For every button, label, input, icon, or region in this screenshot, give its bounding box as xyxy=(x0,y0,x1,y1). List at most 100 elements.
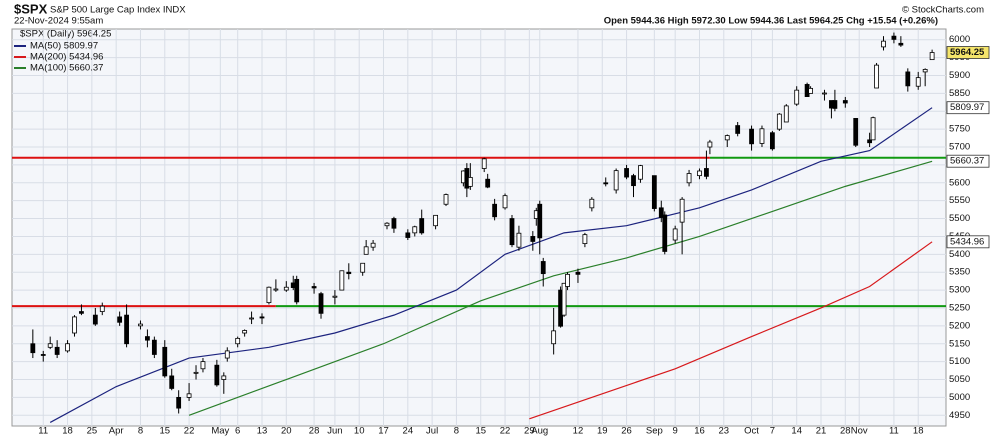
x-tick-label: Nov xyxy=(851,426,868,437)
candle-body xyxy=(735,125,741,134)
legend-label: MA(50) 5809.97 xyxy=(30,41,98,52)
candle-body xyxy=(283,286,289,291)
legend-price: $SPX (Daily) 5964.25 xyxy=(20,29,111,40)
candle-body xyxy=(145,336,150,341)
candle-body xyxy=(874,64,879,89)
candle-body xyxy=(332,295,338,298)
value-tag xyxy=(946,235,990,249)
x-tick-label: 16 xyxy=(694,426,705,437)
moving-average xyxy=(188,160,933,416)
y-tick-label: 5350 xyxy=(949,267,970,278)
x-tick-label: Apr xyxy=(109,426,124,437)
candle-body xyxy=(794,89,800,105)
candle-body xyxy=(905,71,911,87)
candle-body xyxy=(405,232,411,238)
x-tick-label: 24 xyxy=(403,426,414,437)
candle-body xyxy=(662,214,668,252)
y-tick-label: 6000 xyxy=(949,34,970,45)
candle-body xyxy=(481,158,487,169)
candle-body xyxy=(99,305,105,312)
candle-body xyxy=(537,203,543,239)
y-tick-label: 5750 xyxy=(949,124,970,135)
candle-body xyxy=(294,278,300,303)
value-tag-label: 5434.96 xyxy=(950,236,984,247)
candle-body xyxy=(651,175,657,209)
candle-body xyxy=(624,168,629,178)
quote: Open 5944.36 High 5972.30 Low 5944.36 La… xyxy=(604,16,938,27)
x-tick-label: 29 xyxy=(524,426,535,437)
subtitle: S&P 500 Large Cap Index INDX xyxy=(50,5,186,16)
candle-body xyxy=(30,343,36,354)
y-tick-label: 5400 xyxy=(949,249,970,260)
x-tick-label: 19 xyxy=(597,426,608,437)
candle-body xyxy=(603,182,609,185)
candle-body xyxy=(516,232,522,248)
y-tick-label: 5700 xyxy=(949,142,970,153)
candle-body xyxy=(273,288,279,291)
candle-body xyxy=(638,165,643,180)
x-tick-label: 25 xyxy=(87,426,98,437)
candle-body xyxy=(492,203,498,218)
x-tick-label: 12 xyxy=(573,426,584,437)
candle-body xyxy=(224,350,230,359)
x-tick-label: 22 xyxy=(500,426,511,437)
candle-body xyxy=(54,346,60,355)
x-tick-label: 21 xyxy=(816,426,827,437)
candle-body xyxy=(200,361,206,370)
candle-body xyxy=(707,141,713,148)
candle-body xyxy=(540,261,546,275)
candle-body xyxy=(613,170,619,191)
x-tick-label: Jun xyxy=(327,426,342,437)
x-tick-label: 10 xyxy=(354,426,365,437)
candle-body xyxy=(575,271,581,275)
x-tick-label: 8 xyxy=(454,426,459,437)
candle-body xyxy=(346,271,352,275)
candle-body xyxy=(370,242,376,248)
x-tick-label: 17 xyxy=(378,426,389,437)
candle-body xyxy=(72,316,77,334)
y-tick-label: 5200 xyxy=(949,320,970,331)
candle-body xyxy=(565,273,570,287)
x-tick-label: 11 xyxy=(889,426,899,437)
x-tick-label: 18 xyxy=(62,426,73,437)
y-tick-label: 5600 xyxy=(949,177,970,188)
x-tick-label: 26 xyxy=(621,426,632,437)
candle-body xyxy=(776,113,782,130)
candle-body xyxy=(318,293,324,314)
candle-body xyxy=(679,198,685,223)
y-tick-label: 5100 xyxy=(949,356,970,367)
value-tag xyxy=(946,154,990,168)
x-tick-label: 28 xyxy=(840,426,851,437)
y-tick-label: 5150 xyxy=(949,338,970,349)
value-tag xyxy=(946,46,990,59)
candle-body xyxy=(509,218,515,246)
x-tick-label: Oct xyxy=(744,426,759,437)
candle-body xyxy=(186,393,192,398)
candle-body xyxy=(853,118,859,146)
value-tag-label: 5809.97 xyxy=(950,102,984,113)
x-tick-label: 8 xyxy=(138,426,143,437)
x-tick-label: 22 xyxy=(184,426,195,437)
x-tick-label: 28 xyxy=(309,426,320,437)
y-tick-label: 5300 xyxy=(949,285,970,296)
x-tick-label: May xyxy=(211,426,229,437)
candle-body xyxy=(360,262,366,273)
candle-body xyxy=(822,92,827,95)
candle-body xyxy=(842,100,848,104)
y-tick-label: 5550 xyxy=(949,195,970,206)
candle-body xyxy=(124,314,129,345)
candle-body xyxy=(235,337,241,345)
x-tick-label: Sep xyxy=(646,426,663,437)
candle-body xyxy=(870,117,876,141)
candle-body xyxy=(176,396,182,409)
candle-body xyxy=(631,175,636,187)
x-tick-label: 15 xyxy=(475,426,486,437)
y-tick-label: 5000 xyxy=(949,392,970,403)
candle-body xyxy=(79,311,84,314)
candle-body xyxy=(867,139,873,144)
candle-body xyxy=(193,371,199,374)
candle-body xyxy=(783,105,789,123)
candle-body xyxy=(898,42,904,46)
candle-body xyxy=(589,198,595,209)
